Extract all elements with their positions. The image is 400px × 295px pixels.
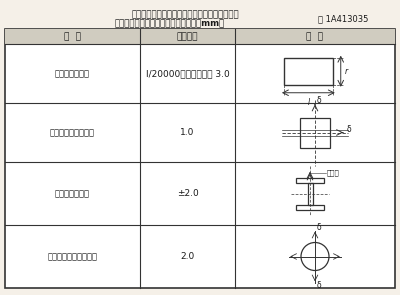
- Text: l: l: [307, 98, 310, 107]
- Bar: [5, 29, 395, 288]
- Bar: [296, 204, 324, 209]
- Text: δ: δ: [347, 125, 352, 134]
- Text: δ: δ: [317, 281, 322, 289]
- Text: δ: δ: [317, 222, 322, 232]
- Bar: [300, 117, 330, 148]
- Text: 建筑物定位轴线、基础上柱的定位轴线和标高、: 建筑物定位轴线、基础上柱的定位轴线和标高、: [131, 10, 239, 19]
- Bar: [296, 178, 324, 183]
- Bar: [284, 58, 333, 85]
- Text: 基础上柱的定位轴线: 基础上柱的定位轴线: [50, 128, 95, 137]
- Text: r: r: [345, 67, 348, 76]
- Text: 允许偏差: 允许偏差: [177, 32, 198, 41]
- Text: 图  例: 图 例: [306, 32, 324, 41]
- Text: 地脚螺栓（锚栓）位移: 地脚螺栓（锚栓）位移: [48, 252, 98, 261]
- Text: 1.0: 1.0: [180, 128, 195, 137]
- Text: 地脚螺栓（锚栓）的允许偏差（单位：mm）: 地脚螺栓（锚栓）的允许偏差（单位：mm）: [115, 19, 225, 28]
- Text: 基础上柱底标高: 基础上柱底标高: [55, 189, 90, 198]
- Text: 2.0: 2.0: [180, 252, 195, 261]
- Bar: [5, 29, 395, 44]
- Text: δ: δ: [317, 96, 322, 105]
- Text: 建筑物定位轴线: 建筑物定位轴线: [55, 69, 90, 78]
- Bar: [308, 183, 312, 204]
- Text: 基准点: 基准点: [327, 169, 340, 176]
- Text: ±2.0: ±2.0: [177, 189, 198, 198]
- Text: 表 1A413035: 表 1A413035: [318, 14, 368, 23]
- Text: 项  目: 项 目: [64, 32, 81, 41]
- Text: l/20000，且不应大于 3.0: l/20000，且不应大于 3.0: [146, 69, 229, 78]
